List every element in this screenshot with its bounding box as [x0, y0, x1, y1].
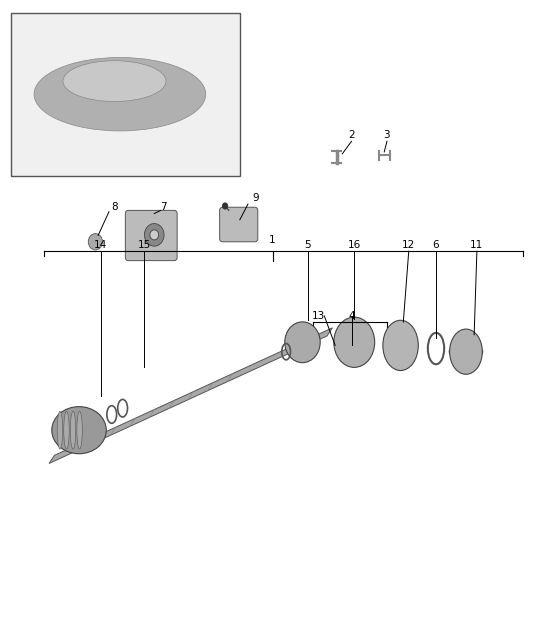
- Text: 14: 14: [94, 240, 107, 250]
- Text: 3: 3: [384, 130, 390, 140]
- Circle shape: [222, 203, 228, 209]
- Text: 7: 7: [160, 202, 167, 212]
- Text: 1: 1: [269, 235, 276, 245]
- Text: 11: 11: [470, 240, 483, 250]
- Text: 16: 16: [348, 240, 361, 250]
- Text: 13: 13: [312, 311, 325, 321]
- FancyBboxPatch shape: [11, 13, 240, 176]
- FancyBboxPatch shape: [220, 207, 258, 242]
- Ellipse shape: [34, 57, 206, 131]
- Text: 4: 4: [348, 311, 355, 321]
- Ellipse shape: [63, 61, 166, 102]
- Circle shape: [456, 363, 462, 369]
- Circle shape: [150, 230, 159, 240]
- Text: 15: 15: [138, 240, 151, 250]
- Ellipse shape: [52, 407, 106, 453]
- Ellipse shape: [57, 411, 63, 449]
- Polygon shape: [49, 328, 332, 463]
- Text: 9: 9: [253, 193, 259, 203]
- Circle shape: [470, 334, 476, 340]
- Circle shape: [456, 334, 462, 340]
- Circle shape: [477, 349, 483, 355]
- Circle shape: [144, 224, 164, 246]
- Text: 2: 2: [348, 130, 355, 140]
- Text: 6: 6: [433, 240, 439, 250]
- FancyBboxPatch shape: [125, 210, 177, 261]
- Text: 5: 5: [305, 240, 311, 250]
- Text: 12: 12: [402, 240, 415, 250]
- Ellipse shape: [383, 320, 419, 371]
- Ellipse shape: [64, 411, 69, 449]
- Ellipse shape: [70, 411, 76, 449]
- Circle shape: [88, 234, 102, 250]
- Ellipse shape: [450, 329, 482, 374]
- Circle shape: [344, 331, 364, 354]
- Text: 8: 8: [111, 202, 118, 212]
- Ellipse shape: [77, 411, 82, 449]
- Circle shape: [390, 333, 411, 358]
- Ellipse shape: [285, 322, 320, 363]
- Circle shape: [449, 349, 455, 355]
- Ellipse shape: [334, 317, 375, 367]
- Circle shape: [456, 340, 476, 363]
- Circle shape: [470, 363, 476, 369]
